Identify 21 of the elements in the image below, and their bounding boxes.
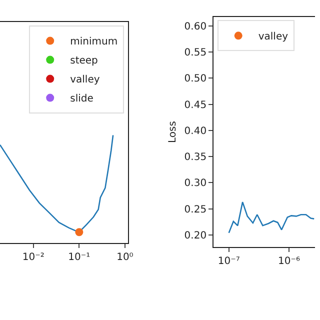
y-tick-label: 0.25 [184,204,207,216]
x-tick-label: 10⁻⁶ [278,256,300,268]
x-tick-label: 10⁻¹ [68,252,90,263]
y-tick-label: 0.35 [184,152,207,164]
y-tick-label: 0.60 [184,21,207,32]
y-tick-label: 0.50 [184,74,207,85]
y-tick-label: 0.30 [184,178,207,190]
legend-label: valley [70,74,100,86]
x-tick-label: 10⁻⁷ [218,256,240,268]
x-tick-label: 10⁰ [116,252,134,263]
y-tick-label: 0.20 [184,230,207,242]
legend-label: slide [70,94,94,105]
line-series [228,201,315,234]
legend-label: steep [70,56,98,67]
legend-label: valley [258,32,288,43]
y-tick-label: 0.45 [184,100,207,111]
y-tick-label: 0.40 [184,126,207,137]
y-axis-title: Loss [167,121,178,143]
y-tick-label: 0.55 [184,47,207,58]
legend-label: minimum [70,36,118,48]
x-tick-label: 10⁻² [22,252,44,263]
